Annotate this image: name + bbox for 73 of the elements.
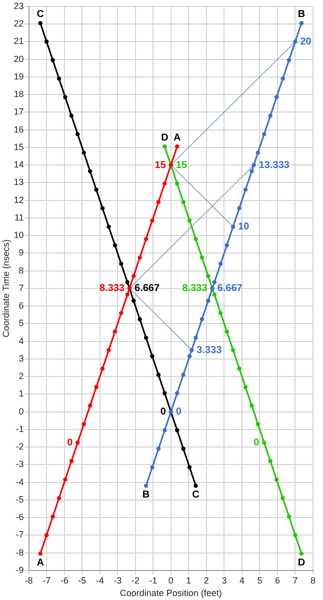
y-tick-label: 18 — [14, 89, 24, 100]
y-tick-label: 15 — [14, 142, 24, 152]
y-tick-label: 8 — [18, 265, 24, 276]
annotation: 15 — [176, 160, 188, 171]
x-tick-label: 4 — [239, 575, 244, 586]
x-tick-label: 1 — [186, 575, 192, 586]
y-axis-title: Coordinate Time (nsecs) — [0, 239, 11, 338]
y-tick-label: -7 — [16, 530, 24, 540]
y-tick-label: 13 — [14, 177, 24, 188]
x-tick-label: 3 — [222, 575, 227, 586]
y-tick-label: 16 — [14, 124, 24, 134]
y-tick-label: -2 — [16, 442, 24, 452]
y-tick-label: 19 — [14, 71, 24, 82]
x-tick-label: -1 — [149, 575, 158, 586]
annotation: 0 — [176, 406, 182, 418]
x-tick-label: -2 — [131, 575, 140, 586]
y-tick-label: 21 — [14, 36, 24, 46]
x-tick-label: 0 — [168, 575, 174, 586]
y-tick-label: 11 — [14, 212, 24, 222]
x-tick-label: 5 — [257, 575, 262, 586]
annotation: 10 — [238, 221, 250, 232]
y-tick-label: 14 — [14, 160, 24, 170]
x-tick-label: 7 — [292, 575, 298, 586]
y-tick-label: 20 — [14, 54, 24, 64]
y-tick-label: 6 — [18, 300, 24, 311]
annotation: 20 — [300, 36, 312, 48]
annotation: 15 — [154, 160, 166, 171]
y-tick-label: 4 — [18, 336, 24, 346]
y-tick-label: 3 — [18, 353, 24, 364]
annotation: C — [36, 8, 44, 20]
x-tick-label: 6 — [274, 575, 280, 586]
y-tick-label: 1 — [18, 388, 24, 399]
x-tick-label: 2 — [204, 575, 209, 586]
y-tick-label: 7 — [18, 282, 24, 293]
y-tick-label: 12 — [14, 194, 24, 205]
y-tick-label: -4 — [16, 476, 24, 487]
annotation: 8.333 — [99, 283, 125, 294]
annotation: A — [36, 557, 44, 568]
annotation: 0 — [160, 406, 166, 418]
y-tick-label: 0 — [18, 406, 24, 416]
y-tick-label: -3 — [16, 459, 24, 470]
annotation: A — [174, 132, 181, 144]
x-tick-label: -5 — [78, 575, 86, 586]
x-tick-label: 8 — [310, 575, 316, 586]
y-tick-label: -8 — [16, 547, 24, 558]
annotation: C — [192, 490, 200, 501]
x-axis-title: Coordinate Position (feet) — [120, 588, 222, 598]
x-tick-label: -3 — [114, 575, 122, 586]
y-tick-label: -9 — [16, 564, 24, 575]
y-tick-label: 2 — [18, 371, 24, 382]
x-tick-label: -7 — [42, 575, 51, 586]
annotation: B — [142, 490, 150, 501]
y-tick-label: -5 — [16, 494, 24, 504]
y-tick-label: 22 — [14, 18, 24, 29]
annotation: D — [298, 557, 306, 568]
y-tick-label: 17 — [14, 106, 24, 117]
y-tick-label: 23 — [14, 0, 24, 11]
x-tick-label: -6 — [60, 575, 68, 586]
y-tick-label: -6 — [16, 512, 24, 522]
annotation: 13.333 — [258, 160, 290, 171]
annotation: 6.667 — [134, 283, 160, 294]
y-tick-label: -1 — [16, 424, 24, 434]
y-tick-label: 9 — [18, 248, 24, 258]
annotation: 8.333 — [182, 283, 208, 294]
y-tick-label: 5 — [18, 318, 24, 328]
annotation: D — [161, 132, 168, 144]
annotation: 0 — [67, 437, 74, 448]
y-tick-label: 10 — [14, 230, 24, 240]
annotation: B — [298, 8, 306, 20]
annotation: 6.667 — [217, 283, 243, 294]
x-tick-label: -4 — [96, 575, 104, 586]
annotation: 3.333 — [196, 344, 222, 356]
annotation: 0 — [254, 437, 260, 448]
